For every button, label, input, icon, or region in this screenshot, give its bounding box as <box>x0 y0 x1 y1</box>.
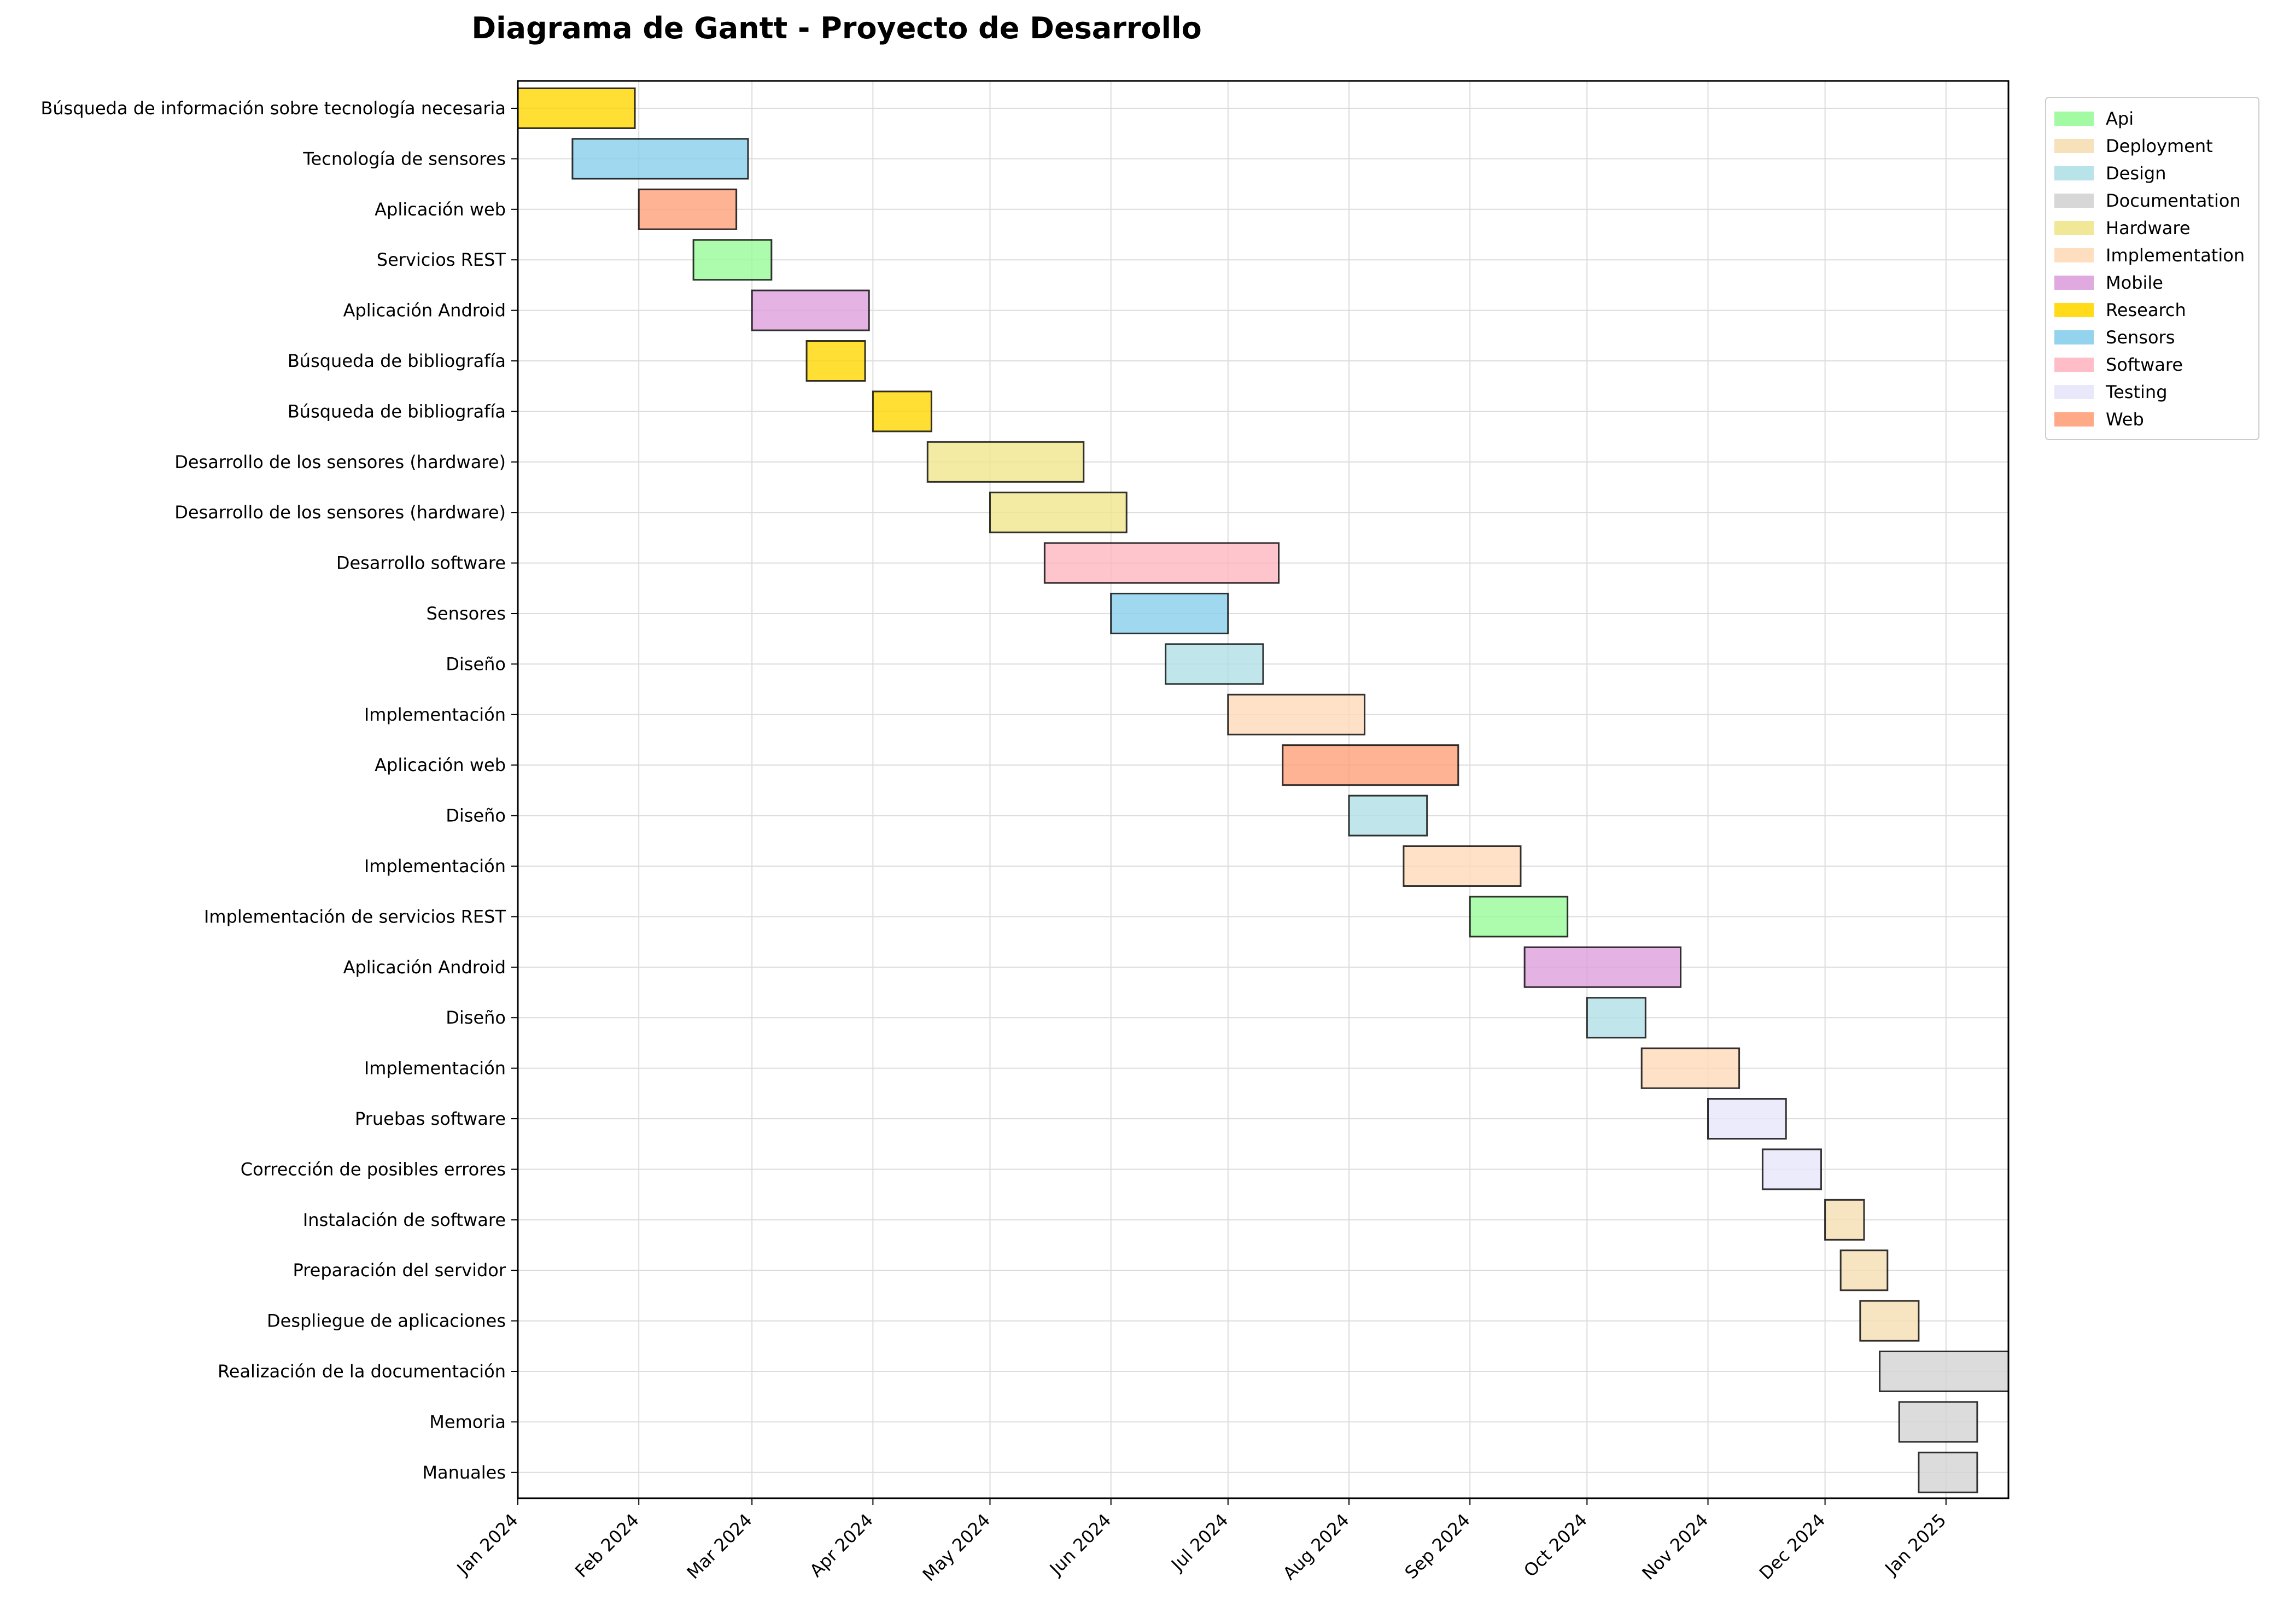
task-bar <box>872 390 932 433</box>
task-bar <box>1898 1401 1978 1443</box>
legend-label: Research <box>2106 300 2186 320</box>
legend-swatch <box>2054 194 2094 208</box>
legend-label: Software <box>2106 354 2183 375</box>
task-label: Diseño <box>446 1007 506 1028</box>
task-bar <box>1043 542 1280 584</box>
task-label: Diseño <box>446 805 506 826</box>
task-label: Servicios REST <box>377 249 506 270</box>
task-bar <box>1824 1199 1865 1241</box>
legend-label: Design <box>2106 163 2166 184</box>
task-label: Desarrollo software <box>336 553 506 574</box>
task-label: Aplicación web <box>375 199 506 220</box>
task-label: Sensores <box>427 603 506 624</box>
task-label: Aplicación web <box>375 755 506 775</box>
legend-swatch <box>2054 248 2094 262</box>
legend-label: Sensors <box>2106 327 2175 348</box>
task-bar <box>1348 795 1428 837</box>
task-bar <box>517 87 636 129</box>
task-label: Memoria <box>429 1411 506 1432</box>
task-bar <box>1469 896 1569 938</box>
task-label: Diseño <box>446 653 506 674</box>
legend-swatch <box>2054 166 2094 180</box>
task-bar <box>638 188 738 230</box>
task-bar <box>1403 845 1522 887</box>
task-label: Despliegue de aplicaciones <box>267 1311 506 1331</box>
legend-label: Mobile <box>2106 272 2163 293</box>
chart-title: Diagrama de Gantt - Proyecto de Desarrol… <box>471 11 1201 45</box>
task-label: Desarrollo de los sensores (hardware) <box>174 502 506 523</box>
legend-swatch <box>2054 276 2094 290</box>
legend-swatch <box>2054 139 2094 153</box>
task-label: Desarrollo de los sensores (hardware) <box>174 452 506 472</box>
task-bar <box>1859 1300 1920 1342</box>
task-bar <box>1586 997 1646 1039</box>
legend-label: Web <box>2106 409 2144 430</box>
task-label: Manuales <box>422 1462 506 1483</box>
task-bar <box>805 340 866 382</box>
task-bar <box>1640 1047 1740 1089</box>
task-bar <box>1282 744 1459 786</box>
task-bar <box>1839 1249 1889 1292</box>
legend-label: Documentation <box>2106 190 2241 211</box>
legend-swatch <box>2054 385 2094 399</box>
legend-label: Deployment <box>2106 136 2213 156</box>
task-label: Aplicación Android <box>343 300 506 321</box>
legend-label: Hardware <box>2106 218 2191 238</box>
task-label: Implementación <box>364 704 506 725</box>
legend-label: Api <box>2106 108 2134 129</box>
task-bar <box>1918 1451 1978 1493</box>
legend-swatch <box>2054 303 2094 317</box>
task-label: Instalación de software <box>303 1210 506 1230</box>
legend-label: Implementation <box>2106 245 2245 266</box>
y-axis-labels: Búsqueda de información sobre tecnología… <box>40 98 518 1483</box>
legend-swatch <box>2054 412 2094 427</box>
task-label: Búsqueda de bibliografía <box>288 350 506 371</box>
task-bar <box>1227 693 1366 735</box>
legend-swatch <box>2054 330 2094 344</box>
task-label: Implementación de servicios REST <box>204 906 506 927</box>
task-label: Búsqueda de información sobre tecnología… <box>40 98 506 119</box>
task-label: Pruebas software <box>355 1108 506 1129</box>
task-label: Corrección de posibles errores <box>241 1159 506 1179</box>
legend-swatch <box>2054 358 2094 372</box>
task-bar <box>692 239 773 281</box>
task-label: Realización de la documentación <box>218 1361 506 1382</box>
task-label: Búsqueda de bibliografía <box>288 401 506 422</box>
task-label: Implementación <box>364 1058 506 1079</box>
task-bar <box>1523 946 1682 988</box>
task-label: Implementación <box>364 856 506 877</box>
task-label: Tecnología de sensores <box>302 148 506 169</box>
task-bar <box>571 138 749 180</box>
task-bars <box>517 87 2010 1493</box>
task-bar <box>751 289 870 331</box>
plot-area-frame <box>517 80 2010 1499</box>
legend-swatch <box>2054 221 2094 235</box>
task-bar <box>1165 643 1264 685</box>
task-bar <box>989 492 1128 534</box>
task-label: Preparación del servidor <box>293 1260 506 1281</box>
task-bar <box>1110 593 1229 634</box>
task-bar <box>1707 1098 1787 1140</box>
task-bar <box>1761 1148 1822 1190</box>
legend-swatch <box>2054 112 2094 126</box>
task-bar <box>1879 1351 2010 1392</box>
legend-label: Testing <box>2105 382 2168 402</box>
legend-frame <box>2045 97 2259 440</box>
task-label: Aplicación Android <box>343 957 506 978</box>
legend: Api Deployment Design Documentation Hardware… <box>2045 97 2259 440</box>
task-bar <box>926 441 1085 483</box>
